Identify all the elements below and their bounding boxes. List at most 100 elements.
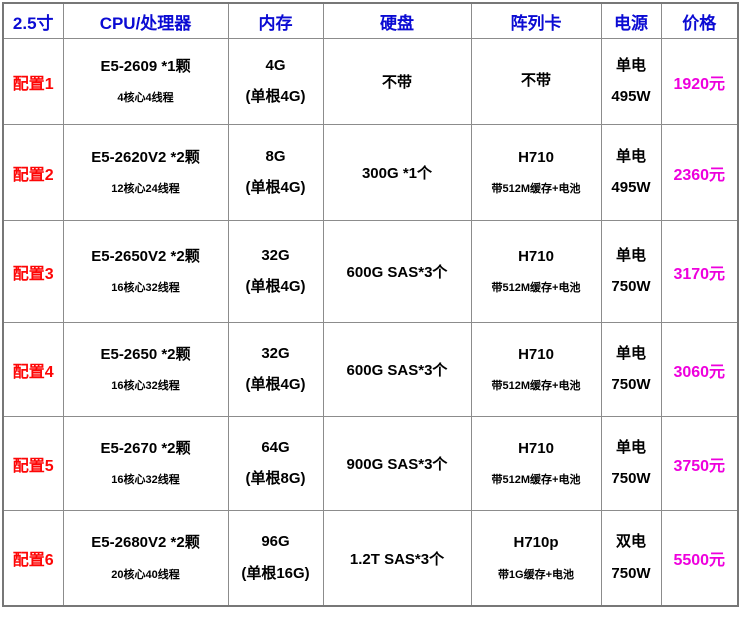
ram-size: 32G: [261, 344, 290, 362]
config-price-table: 2.5寸 CPU/处理器 内存 硬盘 阵列卡 电源 价格 配置1 E5-2609…: [2, 2, 739, 607]
raid-cache: 带512M缓存+电池: [491, 282, 581, 295]
raid-model: H710: [518, 247, 554, 265]
config-label: 配置3: [2, 220, 64, 323]
psu-cell: 双电 750W: [600, 510, 662, 607]
price-value: 5500元: [660, 510, 739, 607]
cpu-cores: 20核心40线程: [111, 568, 180, 581]
raid-cell: H710 带512M缓存+电池: [470, 416, 602, 511]
cpu-cell: E5-2680V2 *2颗 20核心40线程: [62, 510, 229, 607]
header-psu: 电源: [600, 2, 662, 39]
raid-cache: 带512M缓存+电池: [491, 474, 581, 487]
config-label: 配置2: [2, 124, 64, 221]
raid-model: H710: [518, 345, 554, 363]
raid-cell: H710 带512M缓存+电池: [470, 124, 602, 221]
header-disk: 硬盘: [322, 2, 472, 39]
ram-size: 64G: [261, 438, 290, 456]
ram-size: 8G: [265, 147, 286, 165]
config-label: 配置4: [2, 322, 64, 417]
ram-size: 4G: [265, 56, 286, 74]
table-row-config3: 配置3 E5-2650V2 *2颗 16核心32线程 32G (单根4G) 60…: [2, 220, 739, 323]
psu-cell: 单电 495W: [600, 124, 662, 221]
psu-cell: 单电 495W: [600, 38, 662, 125]
ram-cell: 32G (单根4G): [227, 220, 324, 323]
cpu-cores: 16核心32线程: [111, 282, 180, 295]
psu-type: 单电: [615, 56, 646, 74]
psu-type: 单电: [615, 147, 646, 165]
raid-cache: 带1G缓存+电池: [497, 568, 575, 581]
psu-watt: 495W: [611, 88, 651, 105]
cpu-cores: 16核心32线程: [111, 474, 180, 487]
psu-type: 双电: [615, 533, 646, 550]
psu-watt: 495W: [611, 179, 651, 196]
cpu-model: E5-2670 *2颗: [100, 439, 191, 457]
cpu-cell: E5-2609 *1颗 4核心4线程: [62, 38, 229, 125]
cpu-cores: 16核心32线程: [111, 380, 180, 393]
ram-cell: 8G (单根4G): [227, 124, 324, 221]
header-size: 2.5寸: [2, 2, 64, 39]
raid-model: H710: [518, 439, 554, 457]
cpu-model: E5-2680V2 *2颗: [91, 534, 200, 552]
table-row-config1: 配置1 E5-2609 *1颗 4核心4线程 4G (单根4G) 不带 不带 单…: [2, 38, 739, 125]
ram-cell: 64G (单根8G): [227, 416, 324, 511]
ram-cell: 32G (单根4G): [227, 322, 324, 417]
ram-module: (单根4G): [245, 278, 306, 295]
disk-cell: 900G SAS*3个: [322, 416, 472, 511]
table-row-config5: 配置5 E5-2670 *2颗 16核心32线程 64G (单根8G) 900G…: [2, 416, 739, 511]
raid-cell: H710 带512M缓存+电池: [470, 220, 602, 323]
cpu-model: E5-2620V2 *2颗: [91, 148, 200, 166]
raid-model: H710: [518, 148, 554, 166]
cpu-cell: E5-2670 *2颗 16核心32线程: [62, 416, 229, 511]
ram-size: 32G: [261, 246, 290, 264]
raid-model: 不带: [520, 72, 551, 90]
raid-cell: 不带: [470, 38, 602, 125]
psu-watt: 750W: [611, 470, 651, 487]
ram-cell: 96G (单根16G): [227, 510, 324, 607]
raid-cache: 带512M缓存+电池: [491, 183, 581, 196]
price-value: 2360元: [660, 124, 739, 221]
psu-watt: 750W: [611, 564, 651, 582]
psu-type: 单电: [615, 344, 646, 362]
header-price: 价格: [660, 2, 739, 39]
cpu-cell: E5-2650V2 *2颗 16核心32线程: [62, 220, 229, 323]
raid-cell: H710 带512M缓存+电池: [470, 322, 602, 417]
disk-cell: 600G SAS*3个: [322, 322, 472, 417]
psu-cell: 单电 750W: [600, 416, 662, 511]
raid-cache: 带512M缓存+电池: [491, 380, 581, 393]
cpu-model: E5-2650V2 *2颗: [91, 247, 200, 265]
ram-module: (单根4G): [245, 376, 306, 393]
header-cpu: CPU/处理器: [62, 2, 229, 39]
cpu-model: E5-2609 *1颗: [100, 57, 191, 75]
cpu-model: E5-2650 *2颗: [100, 345, 191, 363]
cpu-cores: 12核心24线程: [111, 183, 180, 196]
psu-watt: 750W: [611, 376, 651, 393]
raid-cell: H710p 带1G缓存+电池: [470, 510, 602, 607]
table-row-config4: 配置4 E5-2650 *2颗 16核心32线程 32G (单根4G) 600G…: [2, 322, 739, 417]
disk-cell: 600G SAS*3个: [322, 220, 472, 323]
disk-cell: 1.2T SAS*3个: [322, 510, 472, 607]
ram-module: (单根8G): [245, 470, 306, 487]
cpu-cell: E5-2620V2 *2颗 12核心24线程: [62, 124, 229, 221]
table-row-config2: 配置2 E5-2620V2 *2颗 12核心24线程 8G (单根4G) 300…: [2, 124, 739, 221]
table-row-config6: 配置6 E5-2680V2 *2颗 20核心40线程 96G (单根16G) 1…: [2, 510, 739, 607]
psu-type: 单电: [615, 246, 646, 264]
cpu-cores: 4核心4线程: [117, 92, 174, 105]
config-label: 配置6: [2, 510, 64, 607]
header-row: 2.5寸 CPU/处理器 内存 硬盘 阵列卡 电源 价格: [2, 2, 739, 39]
disk-cell: 不带: [322, 38, 472, 125]
ram-module: (单根4G): [245, 179, 306, 196]
header-ram: 内存: [227, 2, 324, 39]
psu-cell: 单电 750W: [600, 220, 662, 323]
price-value: 3060元: [660, 322, 739, 417]
ram-module: (单根4G): [245, 88, 306, 105]
config-label: 配置5: [2, 416, 64, 511]
psu-cell: 单电 750W: [600, 322, 662, 417]
psu-type: 单电: [615, 438, 646, 456]
ram-module: (单根16G): [241, 564, 310, 582]
cpu-cell: E5-2650 *2颗 16核心32线程: [62, 322, 229, 417]
price-value: 1920元: [660, 38, 739, 125]
disk-cell: 300G *1个: [322, 124, 472, 221]
price-value: 3750元: [660, 416, 739, 511]
ram-size: 96G: [261, 533, 290, 550]
header-raid: 阵列卡: [470, 2, 602, 39]
config-label: 配置1: [2, 38, 64, 125]
